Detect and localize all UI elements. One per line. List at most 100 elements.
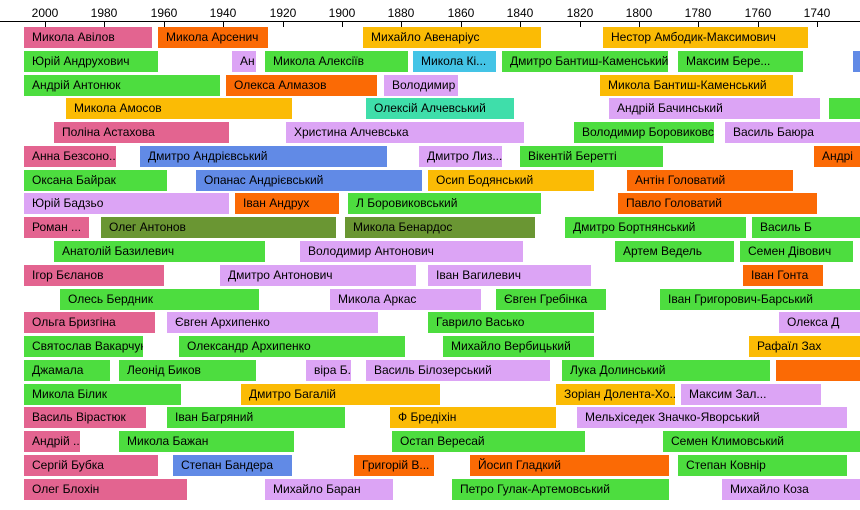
timeline-bar[interactable]: Іван Григорович-Барський <box>660 289 860 310</box>
timeline-bar[interactable]: Михайло Баран <box>265 479 393 500</box>
x-tick-label: 1780 <box>684 6 712 20</box>
timeline-bar[interactable]: Павло Головатий <box>618 193 817 214</box>
timeline-bar[interactable]: Максим Зал... <box>681 384 821 405</box>
timeline-bar[interactable]: Василь Вірастюк <box>24 407 146 428</box>
timeline-bar[interactable]: Нестор Амбодик-Максимович <box>603 27 808 48</box>
timeline-bar[interactable]: Л Боровиковський <box>348 193 541 214</box>
timeline-bar[interactable]: Сергій Бубка <box>24 455 158 476</box>
timeline-bar[interactable]: Михайло Авенаріус <box>363 27 541 48</box>
timeline-bar[interactable]: Дмитро Багалій <box>241 384 440 405</box>
timeline-bar[interactable]: Лука Долинський <box>562 360 770 381</box>
timeline-bar[interactable]: Дмитро Андрієвський <box>140 146 387 167</box>
timeline-bar[interactable]: Мельхіседек Значко-Яворський <box>577 407 847 428</box>
timeline-bar[interactable]: Олекса Д <box>779 312 860 333</box>
timeline-bar[interactable]: Євген Архипенко <box>167 312 378 333</box>
timeline-bar[interactable]: Андрій Бачинський <box>609 98 820 119</box>
timeline-bar[interactable]: Артем Ведель <box>615 241 734 262</box>
timeline-bar[interactable]: Дмитро Антонович <box>220 265 416 286</box>
timeline-bar[interactable]: Олексій Алчевський <box>366 98 514 119</box>
timeline-bar[interactable]: Петро Гулак-Артемовський <box>452 479 669 500</box>
timeline-bar[interactable]: Михайло Коза <box>722 479 860 500</box>
timeline-bar[interactable]: Поліна Астахова <box>54 122 229 143</box>
timeline-bar[interactable]: Микола Бажан <box>119 431 294 452</box>
timeline-bar[interactable]: Іван Гонта <box>743 265 823 286</box>
timeline-bar[interactable]: Василь Б <box>752 217 860 238</box>
timeline-bar[interactable]: Оксана Байрак <box>24 170 167 191</box>
timeline-bar[interactable]: Дмитро Лиз... <box>419 146 502 167</box>
timeline-bar[interactable]: Микола Аркас <box>330 289 481 310</box>
timeline-bar[interactable]: Зорiан Долента-Хо... <box>556 384 675 405</box>
timeline-bar[interactable]: Юрій Бадзьо <box>24 193 229 214</box>
timeline-bar[interactable]: Олег Блохін <box>24 479 187 500</box>
timeline-bar[interactable]: Григорій В... <box>354 455 434 476</box>
x-tick-1920 <box>283 22 284 27</box>
timeline-bar[interactable]: Євген Гребінка <box>496 289 606 310</box>
timeline-bar[interactable]: Володимир Ба... <box>384 75 458 96</box>
timeline-bar[interactable]: Микола Бенардос <box>345 217 535 238</box>
timeline-bar[interactable]: Святослав Вакарчук <box>24 336 143 357</box>
timeline-bar[interactable]: Микола Кі... <box>413 51 496 72</box>
timeline-bar[interactable]: Володимир Боровиковський <box>574 122 714 143</box>
timeline-bar[interactable]: Олесь Бердник <box>60 289 259 310</box>
timeline-bar[interactable]: Степан Бандера <box>173 455 292 476</box>
timeline-bar[interactable]: Опанас Андрієвський <box>196 170 422 191</box>
timeline-bar[interactable] <box>776 360 860 381</box>
x-tick-1960 <box>164 22 165 27</box>
timeline-bar[interactable]: Іван Вагилевич <box>428 265 591 286</box>
timeline-bar[interactable]: Андрій ... <box>24 431 80 452</box>
timeline-bar[interactable]: Антін Головатий <box>627 170 793 191</box>
timeline-bar[interactable]: Юрій Андрухович <box>24 51 158 72</box>
timeline-bar[interactable]: Роман ... <box>24 217 89 238</box>
timeline-bar[interactable]: Анатолій Базилевич <box>54 241 265 262</box>
timeline-bar[interactable]: Джамала <box>24 360 110 381</box>
x-tick-1980 <box>104 22 105 27</box>
x-tick-1820 <box>580 22 581 27</box>
timeline-bar[interactable]: Микола Бантиш-Каменський <box>600 75 793 96</box>
x-tick-1940 <box>223 22 224 27</box>
timeline-bar[interactable]: Микола Алексіїв <box>265 51 408 72</box>
timeline-bar[interactable]: Христина Алчевська <box>286 122 524 143</box>
timeline-bar[interactable]: Семен Дівович <box>740 241 853 262</box>
timeline-bar[interactable]: Василь Білозерський <box>366 360 550 381</box>
timeline-bar[interactable] <box>853 51 860 72</box>
timeline-bar[interactable]: Дмитро Бортнянський <box>565 217 746 238</box>
timeline-bar[interactable]: Іван Багряний <box>167 407 345 428</box>
timeline-bar[interactable]: Максим Бере... <box>678 51 803 72</box>
timeline-bar[interactable]: Ан <box>232 51 256 72</box>
timeline-bar[interactable]: Осип Бодянський <box>428 170 594 191</box>
timeline-bar[interactable]: Рафаїл Зах <box>749 336 860 357</box>
timeline-bar[interactable]: Михайло Вербицький <box>443 336 594 357</box>
timeline-bar[interactable]: Микола Авілов <box>24 27 152 48</box>
timeline-bar[interactable]: Андрій Антонюк <box>24 75 220 96</box>
timeline-bar[interactable]: Микола Білик <box>24 384 181 405</box>
timeline-bar[interactable]: Микола Арсенич <box>158 27 268 48</box>
timeline-bar[interactable]: Микола Амосов <box>66 98 292 119</box>
timeline-bar[interactable]: Олександр Архипенко <box>179 336 405 357</box>
timeline-bar[interactable] <box>829 98 860 119</box>
timeline-bar[interactable]: Анна Безсоно... <box>24 146 116 167</box>
timeline-bar[interactable]: Леонід Биков <box>119 360 256 381</box>
timeline-bar[interactable]: Андрі <box>814 146 860 167</box>
timeline-bar[interactable]: Ольга Бризгіна <box>24 312 155 333</box>
x-tick-2000 <box>45 22 46 27</box>
x-axis <box>0 21 860 22</box>
timeline-bar[interactable]: Олег Антонов <box>101 217 336 238</box>
timeline-bar[interactable]: Олекса Алмазов <box>226 75 377 96</box>
timeline-bar[interactable]: Остап Вересай <box>392 431 585 452</box>
x-tick-1800 <box>639 22 640 27</box>
timeline-bar[interactable]: Вікентій Беретті <box>520 146 663 167</box>
timeline-bar[interactable]: Степан Ковнір <box>678 455 847 476</box>
x-tick-label: 1900 <box>328 6 356 20</box>
x-tick-1840 <box>520 22 521 27</box>
timeline-bar[interactable]: віра Б... <box>306 360 351 381</box>
timeline-bar[interactable]: Йосип Гладкий <box>470 455 669 476</box>
timeline-bar[interactable]: Володимир Антонович <box>300 241 523 262</box>
timeline-bar[interactable]: Семен Климовський <box>663 431 860 452</box>
timeline-bar[interactable]: Ф Бредіхін <box>390 407 556 428</box>
timeline-bar[interactable]: Дмитро Бантиш-Каменський <box>502 51 668 72</box>
timeline-bar[interactable]: Василь Баюра <box>725 122 860 143</box>
timeline-bar[interactable]: Гаврило Васько <box>428 312 594 333</box>
timeline-bar[interactable]: Ігор Бєланов <box>24 265 164 286</box>
timeline-bar[interactable]: Іван Андрух <box>235 193 339 214</box>
